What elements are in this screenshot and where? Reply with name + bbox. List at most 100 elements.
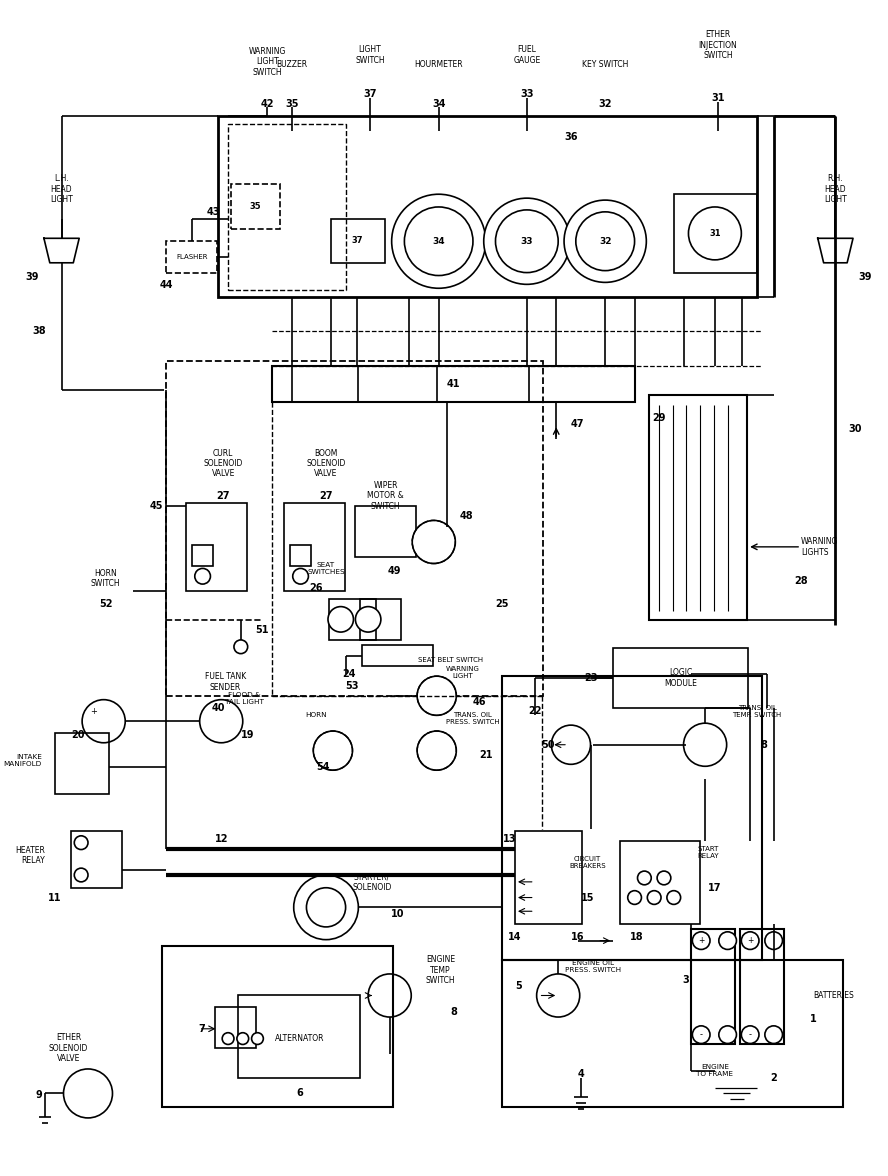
Text: START
RELAY: START RELAY <box>697 846 719 858</box>
Text: ALTERNATOR: ALTERNATOR <box>274 1034 324 1043</box>
Bar <box>289 544 312 567</box>
Circle shape <box>765 931 782 949</box>
Text: L.H.
HEAD
LIGHT: L.H. HEAD LIGHT <box>51 174 73 205</box>
Text: 24: 24 <box>342 669 355 680</box>
Text: FUEL
GAUGE: FUEL GAUGE <box>513 46 541 65</box>
Bar <box>166 361 543 696</box>
Circle shape <box>222 1033 234 1044</box>
Text: 28: 28 <box>794 576 808 586</box>
Circle shape <box>484 198 570 285</box>
Text: 13: 13 <box>503 834 516 843</box>
Polygon shape <box>818 239 853 262</box>
Text: 27: 27 <box>217 490 230 501</box>
Bar <box>613 648 749 708</box>
Text: TRANS. OIL
TEMP. SWITCH: TRANS. OIL TEMP. SWITCH <box>733 704 781 717</box>
Circle shape <box>194 568 210 584</box>
Circle shape <box>293 568 308 584</box>
Text: ETHER
SOLENOID
VALVE: ETHER SOLENOID VALVE <box>49 1034 88 1063</box>
Text: 2: 2 <box>770 1073 777 1083</box>
Text: 52: 52 <box>99 599 113 609</box>
Text: SEAT BELT SWITCH: SEAT BELT SWITCH <box>418 656 483 662</box>
Text: 47: 47 <box>571 420 584 429</box>
Text: 3: 3 <box>682 975 689 984</box>
Text: 32: 32 <box>599 99 612 109</box>
Bar <box>620 841 701 924</box>
Text: WARNING
LIGHTS: WARNING LIGHTS <box>801 537 838 556</box>
Text: 11: 11 <box>48 893 61 902</box>
Circle shape <box>718 1025 736 1043</box>
Circle shape <box>693 1025 710 1043</box>
Text: 33: 33 <box>520 236 533 246</box>
Circle shape <box>237 1033 249 1044</box>
Text: -: - <box>700 1030 702 1040</box>
Text: FUEL TANK
SENDER: FUEL TANK SENDER <box>204 673 246 691</box>
Text: 37: 37 <box>352 235 363 245</box>
Text: 34: 34 <box>432 99 446 109</box>
Text: HORN
SWITCH: HORN SWITCH <box>91 568 121 588</box>
Text: 26: 26 <box>310 583 323 593</box>
Text: 22: 22 <box>528 707 542 716</box>
Circle shape <box>369 974 411 1017</box>
Text: 37: 37 <box>363 89 377 99</box>
Circle shape <box>657 871 670 884</box>
Text: 7: 7 <box>198 1024 205 1034</box>
Bar <box>228 123 345 290</box>
Text: +: + <box>747 936 753 946</box>
Bar <box>218 116 757 298</box>
Text: BATTERIES: BATTERIES <box>813 991 853 1000</box>
Text: 39: 39 <box>26 273 39 282</box>
Circle shape <box>628 890 641 904</box>
Bar <box>238 995 361 1077</box>
Circle shape <box>200 700 242 743</box>
Text: WIPER
MOTOR &
SWITCH: WIPER MOTOR & SWITCH <box>368 481 404 510</box>
Circle shape <box>355 607 381 632</box>
Text: 6: 6 <box>297 1089 303 1098</box>
Text: TRANS. OIL
PRESS. SWITCH: TRANS. OIL PRESS. SWITCH <box>446 711 500 724</box>
Circle shape <box>575 212 635 270</box>
Text: HORN: HORN <box>305 713 327 719</box>
Circle shape <box>392 194 486 288</box>
Text: 39: 39 <box>858 273 871 282</box>
Circle shape <box>638 871 651 884</box>
Bar <box>355 506 416 556</box>
Circle shape <box>412 521 456 563</box>
Text: 36: 36 <box>564 133 578 142</box>
Circle shape <box>551 726 591 764</box>
Text: HOURMETER: HOURMETER <box>415 60 463 69</box>
Circle shape <box>417 676 456 715</box>
Circle shape <box>306 888 345 927</box>
Bar <box>741 929 784 1044</box>
Bar <box>503 961 844 1107</box>
Text: 5: 5 <box>516 981 522 990</box>
Circle shape <box>64 1069 113 1118</box>
Text: CIRCUIT
BREAKERS: CIRCUIT BREAKERS <box>569 856 606 869</box>
Text: 31: 31 <box>710 229 721 238</box>
Text: HEATER
RELAY: HEATER RELAY <box>15 846 45 866</box>
Text: ENGINE
TEMP
SWITCH: ENGINE TEMP SWITCH <box>426 955 456 985</box>
Text: KEY SWITCH: KEY SWITCH <box>582 60 629 69</box>
Text: 35: 35 <box>285 99 298 109</box>
Bar <box>272 366 635 402</box>
Bar <box>503 676 762 961</box>
Circle shape <box>647 890 661 904</box>
Text: 42: 42 <box>260 99 274 109</box>
Text: 8: 8 <box>450 1007 456 1017</box>
Text: +: + <box>698 936 704 946</box>
Text: STARTER/
SOLENOID: STARTER/ SOLENOID <box>353 873 392 891</box>
Text: 30: 30 <box>848 425 861 434</box>
Text: 35: 35 <box>250 202 261 212</box>
Text: 18: 18 <box>630 931 643 942</box>
Text: FLASHER: FLASHER <box>176 254 208 260</box>
Bar <box>216 1007 257 1048</box>
Text: WARNING
LIGHT
SWITCH: WARNING LIGHT SWITCH <box>249 47 286 76</box>
Text: 10: 10 <box>391 909 404 920</box>
Bar <box>284 503 345 590</box>
Text: 17: 17 <box>708 883 722 893</box>
Text: ETHER
INJECTION
SWITCH: ETHER INJECTION SWITCH <box>699 31 737 60</box>
Text: 15: 15 <box>581 893 594 902</box>
Circle shape <box>313 731 353 770</box>
Circle shape <box>75 836 88 849</box>
Bar <box>362 644 432 667</box>
Text: INTAKE
MANIFOLD: INTAKE MANIFOLD <box>4 754 42 767</box>
Text: 34: 34 <box>432 236 445 246</box>
